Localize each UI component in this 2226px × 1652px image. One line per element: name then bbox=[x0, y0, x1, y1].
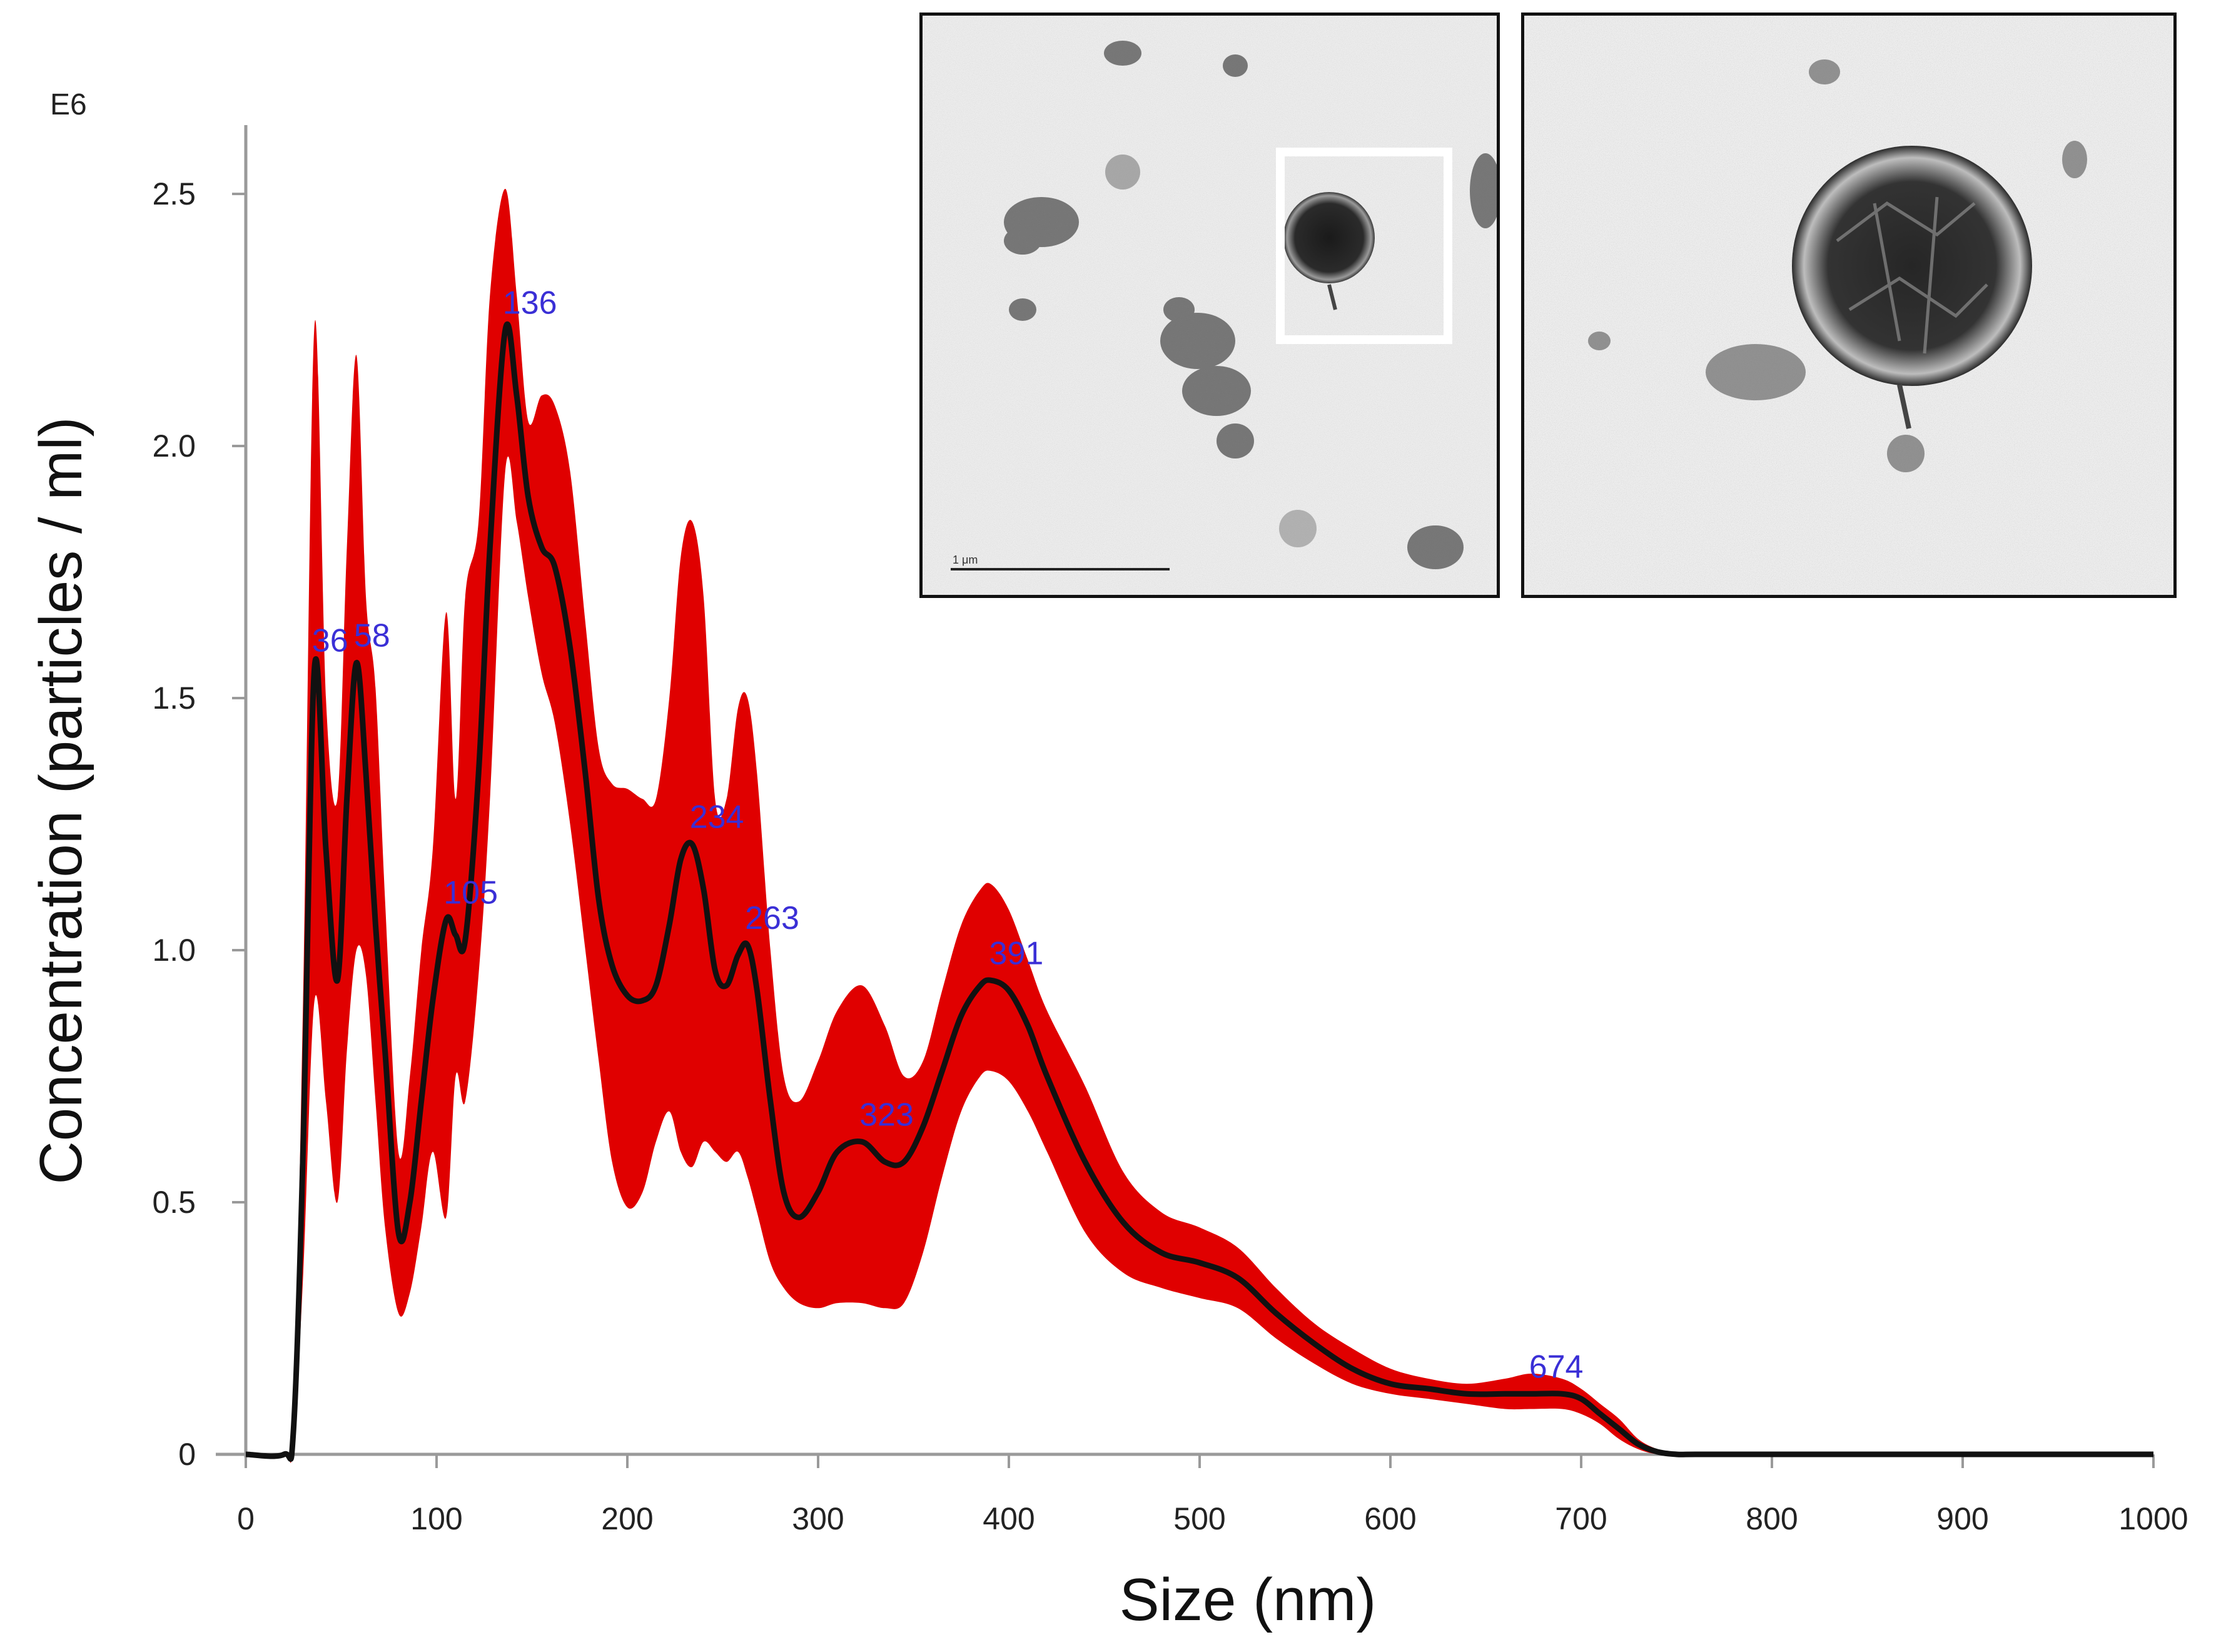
peak-label: 36 bbox=[312, 623, 348, 659]
peak-label: 674 bbox=[1529, 1349, 1584, 1385]
y-axis-title: Concentration (particles / ml) bbox=[28, 417, 94, 1184]
peak-labels: 36 58 105 136 234 263 323 391 674 bbox=[312, 285, 1584, 1386]
peak-label: 391 bbox=[989, 935, 1044, 971]
x-tick-label: 0 bbox=[237, 1501, 255, 1536]
y-ticks: 0 0.5 1.0 1.5 2.0 2.5 bbox=[152, 176, 246, 1472]
peak-label: 58 bbox=[354, 618, 390, 654]
x-ticks: 0 100 200 300 400 500 600 700 800 900 1000 bbox=[237, 1454, 2188, 1536]
x-tick-label: 700 bbox=[1555, 1501, 1607, 1536]
y-multiplier-label: E6 bbox=[50, 88, 87, 121]
x-tick-label: 1000 bbox=[2118, 1501, 2188, 1536]
tem-zoom-image bbox=[1521, 13, 2177, 598]
scale-bar-label: 1 μm bbox=[953, 554, 978, 566]
peak-label: 234 bbox=[690, 799, 744, 836]
x-axis-title: Size (nm) bbox=[1120, 1566, 1377, 1633]
tem-overview-image: 1 μm bbox=[919, 13, 1500, 598]
peak-label: 263 bbox=[745, 900, 799, 936]
x-tick-label: 800 bbox=[1746, 1501, 1798, 1536]
tem-zoom-graphic bbox=[1524, 16, 2173, 595]
y-tick-label: 1.5 bbox=[152, 681, 196, 716]
axes: 0 100 200 300 400 500 600 700 800 900 1000 0 0.5 1.0… bbox=[152, 125, 2188, 1536]
peak-label: 105 bbox=[443, 875, 498, 911]
x-tick-label: 600 bbox=[1364, 1501, 1416, 1536]
y-tick-label: 0.5 bbox=[152, 1185, 196, 1220]
x-tick-label: 300 bbox=[792, 1501, 844, 1536]
y-tick-label: 2.0 bbox=[152, 428, 196, 464]
x-tick-label: 400 bbox=[983, 1501, 1035, 1536]
y-tick-label: 1.0 bbox=[152, 933, 196, 968]
x-tick-label: 100 bbox=[410, 1501, 462, 1536]
y-tick-label: 2.5 bbox=[152, 176, 196, 211]
tem-overview-graphic: 1 μm bbox=[923, 16, 1497, 595]
concentration-mean-line bbox=[245, 321, 2153, 1462]
peak-label: 136 bbox=[503, 285, 557, 322]
x-tick-label: 900 bbox=[1936, 1501, 1988, 1536]
peak-label: 323 bbox=[859, 1097, 914, 1133]
x-tick-label: 500 bbox=[1173, 1501, 1225, 1536]
x-tick-label: 200 bbox=[601, 1501, 653, 1536]
y-tick-label: 0 bbox=[178, 1437, 196, 1472]
concentration-error-band bbox=[246, 188, 2153, 1463]
